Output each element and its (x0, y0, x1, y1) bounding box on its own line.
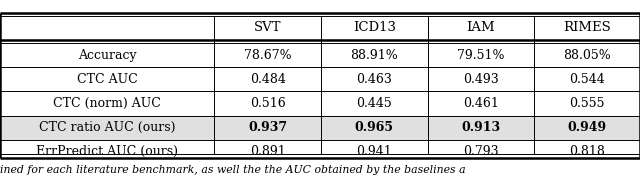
Text: 0.891: 0.891 (250, 145, 285, 158)
Text: ined for each literature benchmark, as well the the AUC obtained by the baseline: ined for each literature benchmark, as w… (0, 165, 466, 175)
Text: SVT: SVT (254, 21, 282, 34)
Text: 0.949: 0.949 (568, 121, 607, 134)
Text: 88.05%: 88.05% (563, 49, 611, 62)
Text: 0.461: 0.461 (463, 97, 499, 110)
Text: 0.493: 0.493 (463, 73, 499, 86)
Text: IAM: IAM (467, 21, 495, 34)
Text: CTC AUC: CTC AUC (77, 73, 138, 86)
Text: 0.544: 0.544 (569, 73, 605, 86)
Text: 0.484: 0.484 (250, 73, 285, 86)
Text: CTC (norm) AUC: CTC (norm) AUC (53, 97, 161, 110)
Text: 0.941: 0.941 (356, 145, 392, 158)
Text: RIMES: RIMES (563, 21, 611, 34)
Text: 0.913: 0.913 (461, 121, 500, 134)
Text: Accuracy: Accuracy (78, 49, 136, 62)
Text: 0.965: 0.965 (355, 121, 394, 134)
Text: 0.463: 0.463 (356, 73, 392, 86)
Text: ErrPredict AUC (ours): ErrPredict AUC (ours) (36, 145, 178, 158)
Text: 0.937: 0.937 (248, 121, 287, 134)
Text: 0.445: 0.445 (356, 97, 392, 110)
Text: 0.555: 0.555 (570, 97, 605, 110)
Text: 78.67%: 78.67% (244, 49, 291, 62)
Text: 0.818: 0.818 (569, 145, 605, 158)
Bar (0, 116, 640, 140)
Text: 0.516: 0.516 (250, 97, 285, 110)
Text: 0.793: 0.793 (463, 145, 499, 158)
Text: ICD13: ICD13 (353, 21, 396, 34)
Text: 88.91%: 88.91% (350, 49, 398, 62)
Text: CTC ratio AUC (ours): CTC ratio AUC (ours) (39, 121, 175, 134)
Text: 79.51%: 79.51% (457, 49, 504, 62)
